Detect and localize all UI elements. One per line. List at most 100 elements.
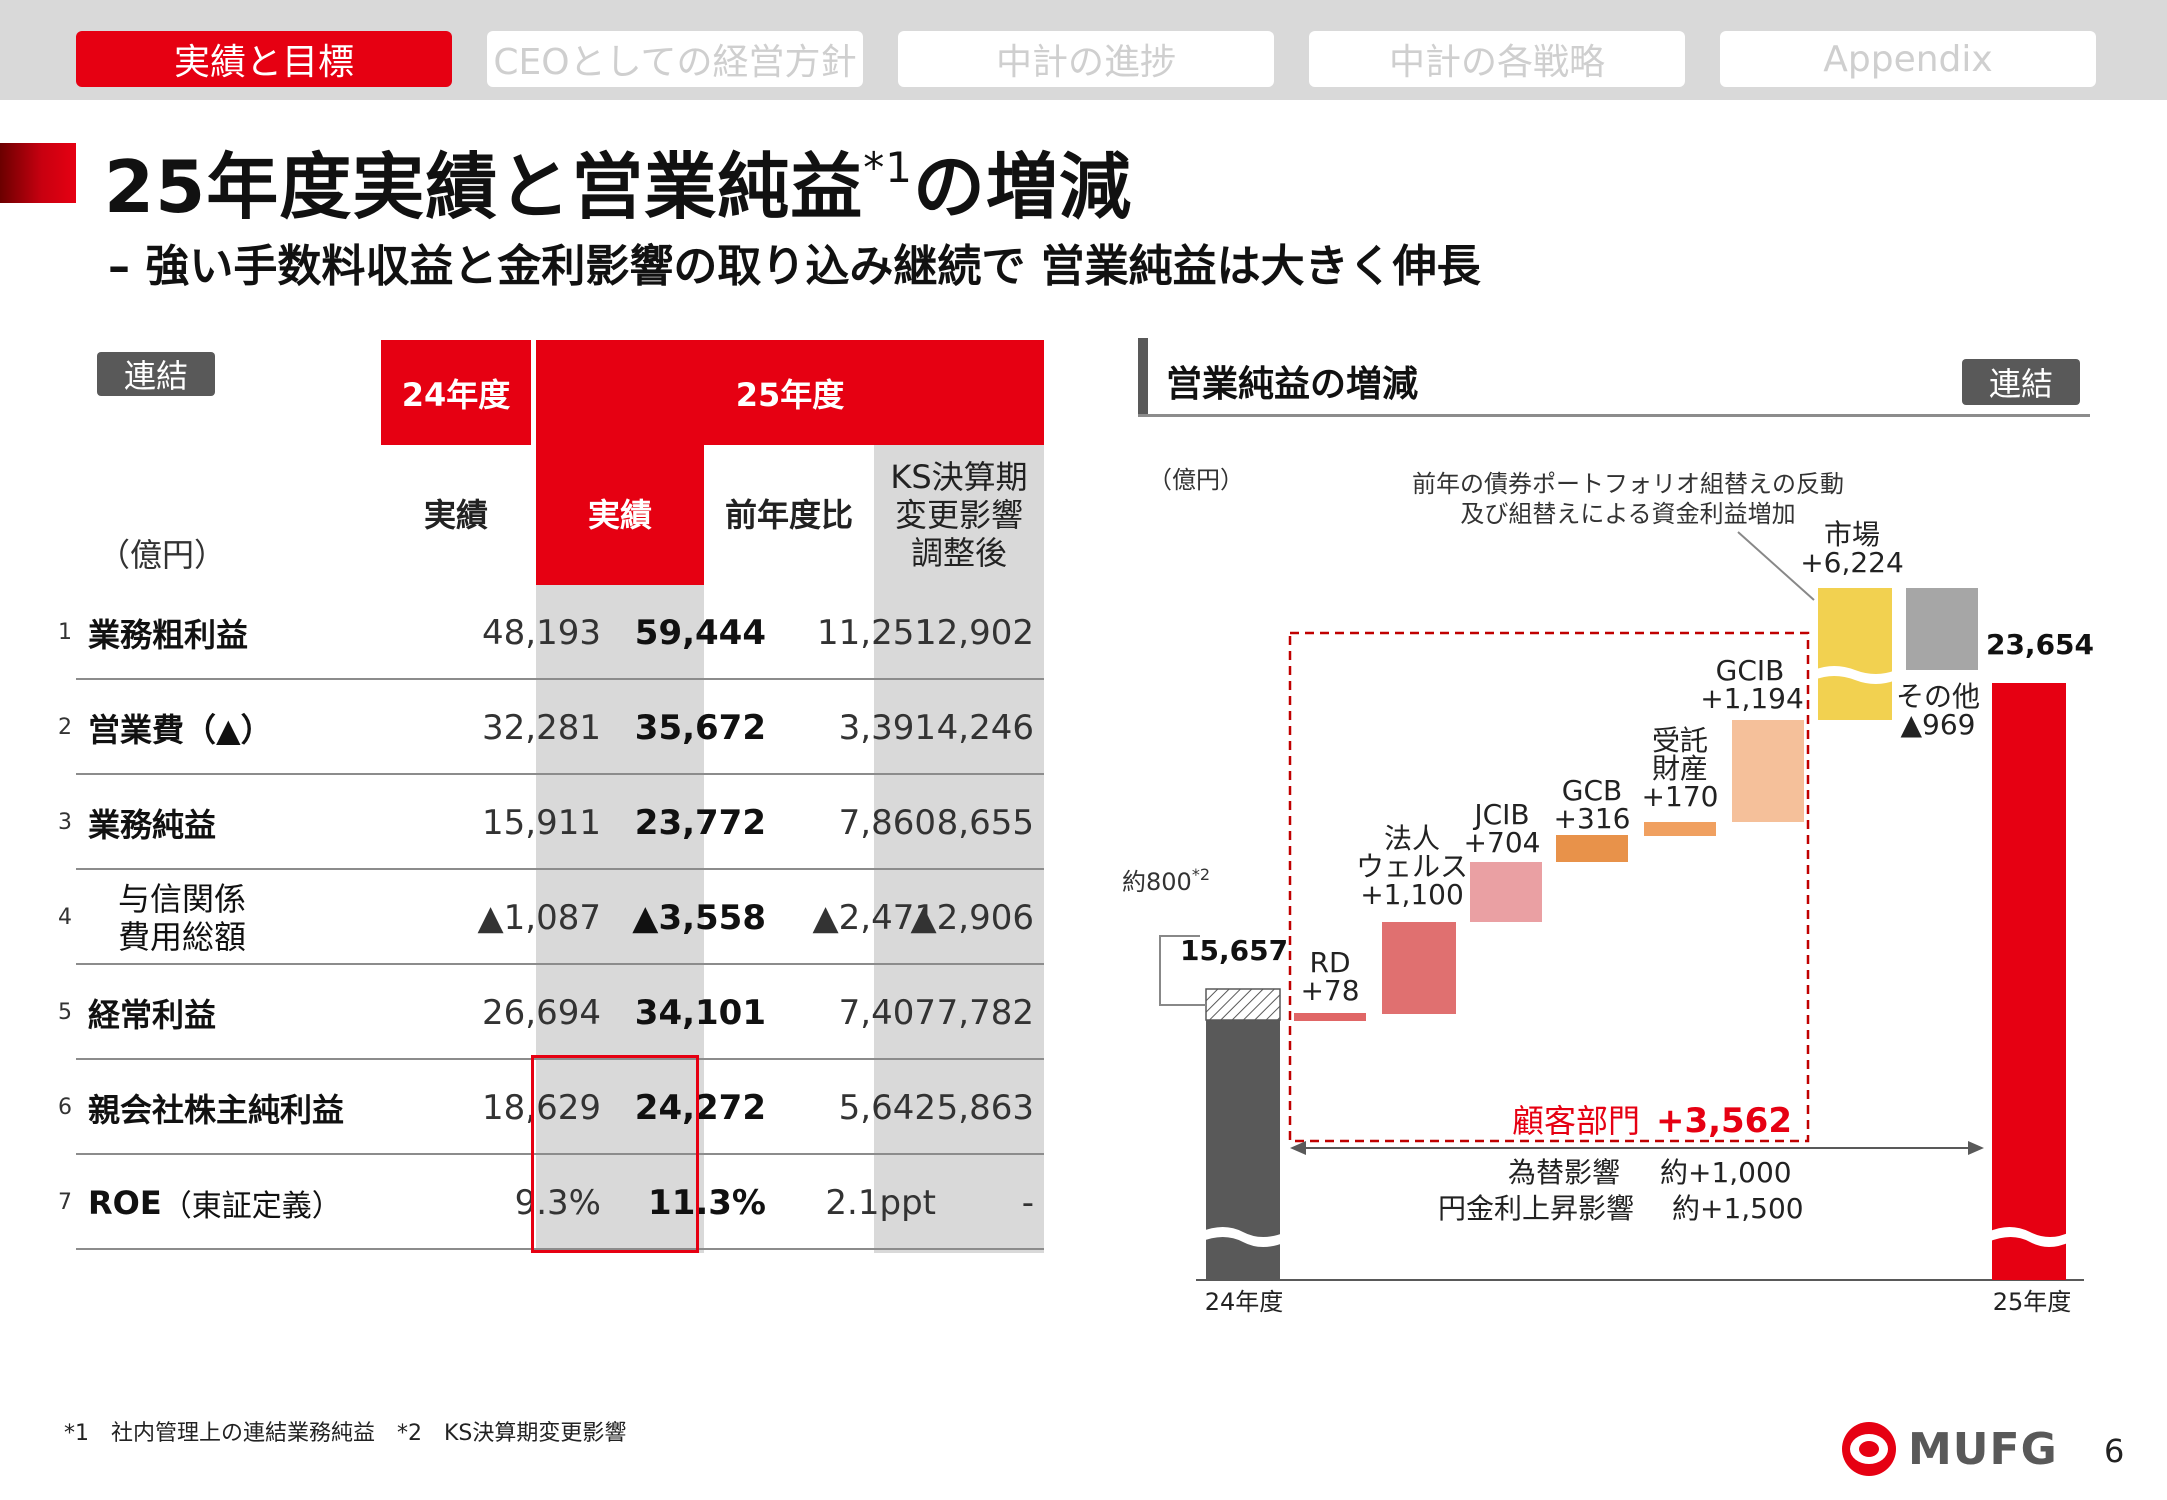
- customer-segment-box: [1288, 631, 1810, 1143]
- customer-segment-value: +3,562: [1656, 1101, 1792, 1141]
- table-row: 3 業務純益 15,911 23,772 7,860 8,655: [58, 775, 1044, 870]
- mufg-logo: MUFG: [1840, 1420, 2058, 1478]
- bar-fy24: [1200, 988, 1286, 1280]
- row-label-note: （東証定義）: [161, 1188, 342, 1224]
- label-houjin-line2: ウェルス: [1356, 850, 1468, 883]
- bar-rd: [1294, 1013, 1366, 1021]
- label-fy24-value: 15,657: [1180, 934, 1288, 967]
- bar-fy24-ks-portion: [1205, 988, 1281, 1021]
- label-jcib-name: JCIB: [1472, 798, 1529, 831]
- cell-yoy: 5,642: [838, 1087, 936, 1128]
- row-label-line1: 与信関係: [118, 879, 247, 918]
- page-title: 25年度実績と営業純益*1の増減: [104, 128, 1132, 233]
- row-label-main: ROE: [88, 1183, 162, 1222]
- chart-heading: 営業純益の増減: [1166, 364, 1419, 405]
- cell-fy25: 23,772: [634, 802, 766, 843]
- row-label: 営業費（▲）: [88, 710, 273, 749]
- table-row: 4 与信関係 費用総額 ▲1,087 ▲3,558 ▲2,471 ▲2,906: [58, 870, 1044, 965]
- x-label-fy24: 24年度: [1205, 1288, 1284, 1316]
- row-label: ROE （東証定義）: [88, 1155, 342, 1250]
- label-other-value: ▲969: [1901, 708, 1976, 741]
- title-tail: の増減: [912, 145, 1132, 229]
- bar-gcb: [1556, 835, 1628, 862]
- fx-impact-value: 約+1,000: [1660, 1156, 1792, 1189]
- fx-impact-label: 為替影響: [1508, 1156, 1620, 1189]
- rate-impact-label: 円金利上昇影響: [1438, 1192, 1634, 1225]
- title-main: 25年度実績と営業純益: [104, 145, 864, 229]
- cell-fy24: ▲1,087: [477, 897, 601, 938]
- cell-fy25: 34,101: [634, 992, 766, 1033]
- arrow-left-head: [1290, 1141, 1306, 1155]
- annotation-line-2: 及び組替えによる資金利益増加: [1460, 500, 1795, 528]
- title-footnote-mark: *1: [863, 143, 913, 192]
- tab-plan-strategies[interactable]: 中計の各戦略: [1309, 31, 1685, 87]
- bar-fy25-body: [1992, 683, 2066, 1280]
- tab-results-targets[interactable]: 実績と目標: [76, 31, 452, 87]
- row-number: 2: [58, 715, 72, 740]
- chart-consolidated-badge: 連結: [1962, 359, 2080, 405]
- cell-fy24: 48,193: [482, 612, 601, 653]
- cell-ks: 8,655: [936, 802, 1034, 843]
- label-jutaku-value: +170: [1642, 780, 1719, 813]
- row-number: 6: [58, 1095, 72, 1120]
- label-jutaku-line1: 受託: [1652, 724, 1708, 757]
- footnote: *1 社内管理上の連結業務純益 *2 KS決算期変更影響: [64, 1421, 627, 1446]
- cell-ks: 12,902: [915, 612, 1034, 653]
- label-jutaku-line2: 財産: [1652, 752, 1708, 785]
- row-label-line2: 費用総額: [118, 917, 247, 956]
- rate-impact-value: 約+1,500: [1672, 1192, 1804, 1225]
- bar-other: [1906, 588, 1978, 670]
- chart-heading-bar: [1138, 338, 1148, 416]
- cell-ks: ▲2,906: [910, 897, 1034, 938]
- label-market-name: 市場: [1824, 518, 1880, 551]
- tab-ceo-policy[interactable]: CEOとしての経営方針: [487, 31, 863, 87]
- tab-plan-progress[interactable]: 中計の進捗: [898, 31, 1274, 87]
- table-row: 2 営業費（▲） 32,281 35,672 3,391 4,246: [58, 680, 1044, 775]
- label-gcib-name: GCIB: [1716, 654, 1785, 687]
- table-row: 6 親会社株主純利益 18,629 24,272 5,642 5,863: [58, 1060, 1044, 1155]
- row-number: 4: [58, 905, 72, 930]
- row-number: 7: [58, 1190, 72, 1215]
- annotation-line-1: 前年の債券ポートフォリオ組替えの反動: [1412, 470, 1844, 498]
- cell-fy24: 26,694: [482, 992, 601, 1033]
- page-number: 6: [2104, 1432, 2125, 1470]
- header-ks-line3: 調整後: [910, 534, 1007, 572]
- row-label: 親会社株主純利益: [88, 1090, 345, 1129]
- header-ks-line2: 変更影響: [894, 496, 1023, 534]
- customer-segment-label: 顧客部門: [1512, 1102, 1640, 1140]
- cell-ks: 5,863: [936, 1087, 1034, 1128]
- cell-fy24: 15,911: [482, 802, 601, 843]
- header-yoy: 前年度比: [724, 496, 853, 534]
- label-gcib-value: +1,194: [1700, 682, 1804, 715]
- table-row: 1 業務粗利益 48,193 59,444 11,251 12,902: [58, 585, 1044, 680]
- bar-houjin-wealth: [1382, 922, 1456, 1014]
- row-label: 経常利益: [88, 995, 217, 1034]
- label-jcib-value: +704: [1464, 826, 1541, 859]
- cell-fy24: 9.3%: [514, 1182, 601, 1223]
- bar-fy25-break: [1988, 1227, 2070, 1247]
- cell-fy25: 59,444: [634, 612, 766, 653]
- cell-fy25: 35,672: [634, 707, 766, 748]
- header-fy25: 25年度: [536, 340, 1044, 445]
- cell-yoy: 2.1ppt: [825, 1182, 936, 1223]
- label-rd-name: RD: [1309, 946, 1350, 979]
- ks-leader: [1159, 935, 1206, 1006]
- arrow-right-head: [1968, 1141, 1984, 1155]
- bar-market: [1814, 588, 1896, 720]
- cell-yoy: 7,407: [838, 992, 936, 1033]
- ks-note: 約800*2: [1122, 865, 1210, 896]
- row-label: 与信関係 費用総額: [118, 870, 246, 965]
- title-accent-bar: [0, 143, 76, 203]
- bar-market-body: [1818, 588, 1892, 720]
- x-label-fy25: 25年度: [1993, 1288, 2072, 1316]
- table-row: 5 経常利益 26,694 34,101 7,407 7,782: [58, 965, 1044, 1060]
- label-gcb-name: GCB: [1562, 774, 1622, 807]
- bar-fy24-break: [1200, 1227, 1286, 1247]
- bar-labels: RD +78 法人 ウェルス +1,100 JCIB +704 GCB +316…: [1300, 518, 1980, 1007]
- col-ks-bg: [874, 445, 1044, 1253]
- tab-appendix[interactable]: Appendix: [1720, 31, 2096, 87]
- header-fy24: 24年度: [381, 340, 531, 445]
- page-subtitle: – 強い手数料収益と金利影響の取り込み継続で 営業純益は大きく伸長: [108, 241, 1481, 292]
- label-houjin-value: +1,100: [1360, 878, 1464, 911]
